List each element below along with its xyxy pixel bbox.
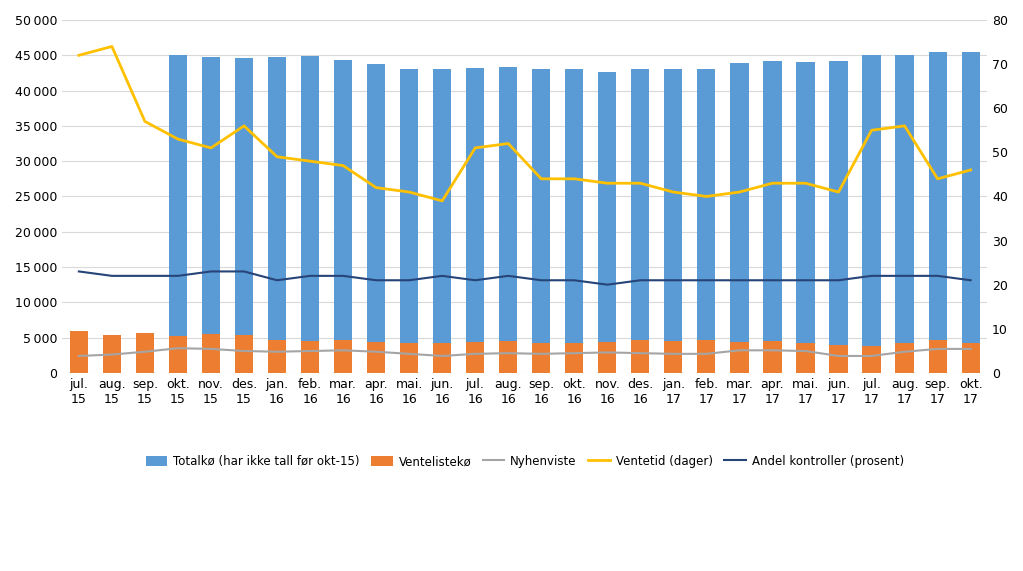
Bar [367,342,386,373]
Bar [169,336,187,373]
Bar [70,331,88,373]
Bar [698,69,715,340]
Bar [103,335,121,373]
Bar [532,343,550,373]
Bar [202,334,220,373]
Bar [566,343,583,373]
Bar [335,340,352,373]
Bar [136,333,154,373]
Bar [929,340,946,373]
Bar [730,63,749,342]
Bar [367,65,386,342]
Bar [400,70,418,343]
Bar [466,68,484,342]
Bar [268,58,286,340]
Bar [268,340,286,373]
Bar [235,336,253,373]
Bar [962,52,980,343]
Bar [664,69,682,341]
Bar [301,56,319,341]
Bar [335,59,352,340]
Bar [499,341,518,373]
Bar [862,55,881,346]
Bar [301,341,319,373]
Bar [400,343,418,373]
Bar [895,55,914,343]
Bar [862,346,881,373]
Bar [532,69,550,343]
Bar [763,341,782,373]
Bar [631,340,650,373]
Bar [433,69,451,343]
Bar [169,55,187,336]
Bar [433,343,451,373]
Bar [796,62,814,343]
Bar [895,343,914,373]
Bar [763,61,782,341]
Bar [664,341,682,373]
Bar [830,345,848,373]
Bar [698,340,715,373]
Legend: Totalkø (har ikke tall før okt-15), Ventelistekø, Nyhenviste, Ventetid (dager), : Totalkø (har ikke tall før okt-15), Vent… [141,451,908,473]
Bar [466,342,484,373]
Bar [598,342,617,373]
Bar [631,70,650,340]
Bar [830,61,848,345]
Bar [796,343,814,373]
Bar [929,53,946,340]
Bar [598,71,617,342]
Bar [962,343,980,373]
Bar [235,58,253,336]
Bar [730,342,749,373]
Bar [202,58,220,334]
Bar [566,70,583,343]
Bar [499,67,518,341]
